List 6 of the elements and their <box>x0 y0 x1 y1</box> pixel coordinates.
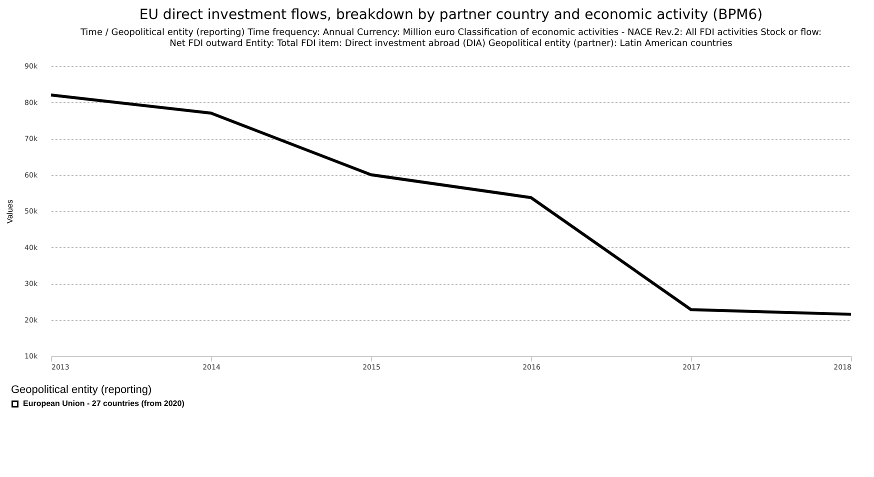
y-axis-title: Values <box>6 200 15 224</box>
legend-label: European Union - 27 countries (from 2020) <box>23 399 185 408</box>
chart-subtitle: Time / Geopolitical entity (reporting) Time frequency: Annual Currency: Million euro Classification of economic activities - NACE Rev.2: All FDI activities Stock or flow: Net FDI outward Entity: Total FDI item: Direct investment abroad (DIA) Geopolitical entity (partner): Latin American countries <box>79 28 822 49</box>
legend-title: Geopolitical entity (reporting) <box>11 384 152 396</box>
chart-title: EU direct investment flows, breakdown by partner country and economic activity (BPM6) <box>139 7 763 23</box>
line-series <box>50 94 852 316</box>
